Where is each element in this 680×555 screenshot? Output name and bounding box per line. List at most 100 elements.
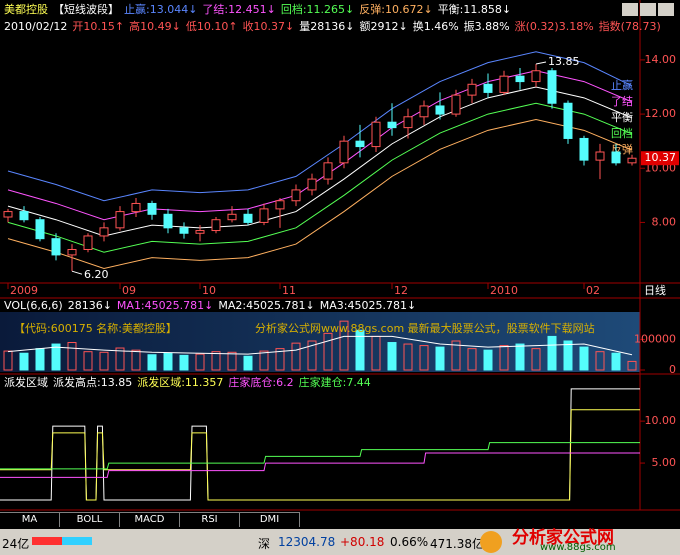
band-label: 止赢 (611, 78, 633, 92)
volume-background (0, 312, 640, 372)
header-item: 量28136↓ (299, 20, 355, 33)
header-item: MA2:45025.781↓ (218, 299, 315, 312)
header-item: 指数(78.73) (598, 20, 661, 33)
volume-bar (547, 335, 557, 371)
header-item: 2010/02/12 (4, 20, 68, 33)
header-item: 收10.37↓ (242, 20, 295, 33)
volume-bar (227, 351, 237, 371)
band-line (7, 51, 633, 202)
volume-bar (211, 351, 221, 371)
candle-body (179, 227, 189, 234)
candle-body (515, 75, 525, 83)
logo-url: www.88gs.com (540, 542, 616, 553)
header-item: 开10.15↑ (72, 20, 125, 33)
volume-bar (147, 354, 157, 371)
volume-bar (307, 340, 317, 371)
y-tick-label: 12.00 (645, 107, 677, 120)
volume-ma (7, 335, 633, 356)
candle-body (275, 200, 285, 210)
header-item: VOL(6,6,6) (4, 299, 63, 312)
y-tick-label: 0 (669, 363, 676, 376)
candle-body (531, 70, 541, 83)
header-item: MA1:45025.781↓ (116, 299, 214, 312)
band-label: 回档 (611, 126, 633, 140)
header-item: 涨(0.32)3.18% (514, 20, 594, 33)
annotation-leader (71, 270, 83, 275)
candle-body (99, 227, 109, 237)
volume-bar (99, 351, 109, 371)
x-tick-label: 02 (586, 284, 600, 297)
tab[interactable]: DMI (240, 512, 300, 527)
candle-body (387, 121, 397, 129)
status-indicator (32, 537, 72, 545)
volume-bar (515, 343, 525, 371)
volume-bar (403, 343, 413, 371)
indicator-header: 派发区域 派发高点:13.85 派发区域:11.357 庄家底仓:6.2 庄家建仓:7.… (4, 376, 376, 390)
candle-body (19, 211, 29, 221)
volume-bar (627, 360, 637, 371)
header-item: 高10.49↓ (129, 20, 181, 33)
volume-bar (115, 347, 125, 371)
band-label: 平衡 (611, 111, 633, 124)
header-item: 派发区域:11.357 (137, 376, 224, 389)
volume-bar (179, 354, 189, 371)
header-item: 换1.46% (412, 20, 459, 33)
x-tick-label: 11 (282, 284, 296, 297)
candle-body (435, 105, 445, 115)
indicator-line (0, 442, 640, 470)
header-item: 28136↓ (67, 299, 112, 312)
candle-body (227, 213, 237, 221)
status-bar: 24亿 深 12304.78 +80.18 0.66% 471.38亿 分析家公… (0, 528, 680, 555)
band-line (7, 86, 633, 237)
candle-body (3, 211, 13, 218)
volume-bar (291, 342, 301, 371)
header-line: 美都控股 【短线波段】 止赢:13.044↓ 了结:12.451↓ 回档:11.265↓… (4, 3, 516, 17)
window-button[interactable] (622, 3, 638, 16)
header-item: 止赢:13.044↓ (124, 3, 198, 16)
candle-body (291, 189, 301, 202)
header-item: 振3.88% (463, 20, 510, 33)
last-price-box (641, 151, 679, 166)
candle-body (115, 211, 125, 229)
y-tick-label: 5.00 (652, 456, 677, 469)
volume-bar (483, 349, 493, 371)
annotation-leader (535, 61, 547, 65)
indicator-tabs: MA BOLL MACD RSI DMI (0, 512, 300, 527)
x-tick-label: 10 (202, 284, 216, 297)
candle-body (371, 121, 381, 148)
y-tick-label: 100000 (634, 332, 676, 345)
x-tick-label: 2009 (10, 284, 38, 297)
tab[interactable]: MACD (120, 512, 180, 527)
watermark: 分析家公式网www.88gs.com 最新最大股票公式，股票软件下载网站 (255, 322, 595, 335)
tab[interactable]: RSI (180, 512, 240, 527)
header-item: 回档:11.265↓ (280, 3, 355, 16)
annotation: 6.20 (84, 268, 109, 281)
volume-bar (131, 349, 141, 371)
volume-bar (339, 320, 349, 371)
y-tick-label: 8.00 (652, 215, 677, 228)
logo-icon (480, 531, 502, 553)
x-tick-label: 2010 (490, 284, 518, 297)
candle-body (211, 219, 221, 232)
window-button[interactable] (640, 3, 656, 16)
candle-body (483, 83, 493, 93)
candle-body (355, 140, 365, 148)
candle-body (147, 202, 157, 215)
candle-body (67, 249, 77, 256)
tab[interactable]: BOLL (60, 512, 120, 527)
annotation: 13.85 (548, 55, 580, 68)
volume-bar (499, 345, 509, 371)
tab[interactable]: MA (0, 512, 60, 527)
volume-bar (323, 332, 333, 371)
x-tick-label: 09 (122, 284, 136, 297)
candle-body (563, 102, 573, 139)
header-item: 【短线波段】 (53, 3, 119, 16)
volume-bar (467, 348, 477, 371)
volume-bar (387, 342, 397, 371)
window-button[interactable] (658, 3, 674, 16)
volume-bar (35, 348, 45, 371)
band-line (7, 102, 633, 253)
candle-body (419, 105, 429, 118)
